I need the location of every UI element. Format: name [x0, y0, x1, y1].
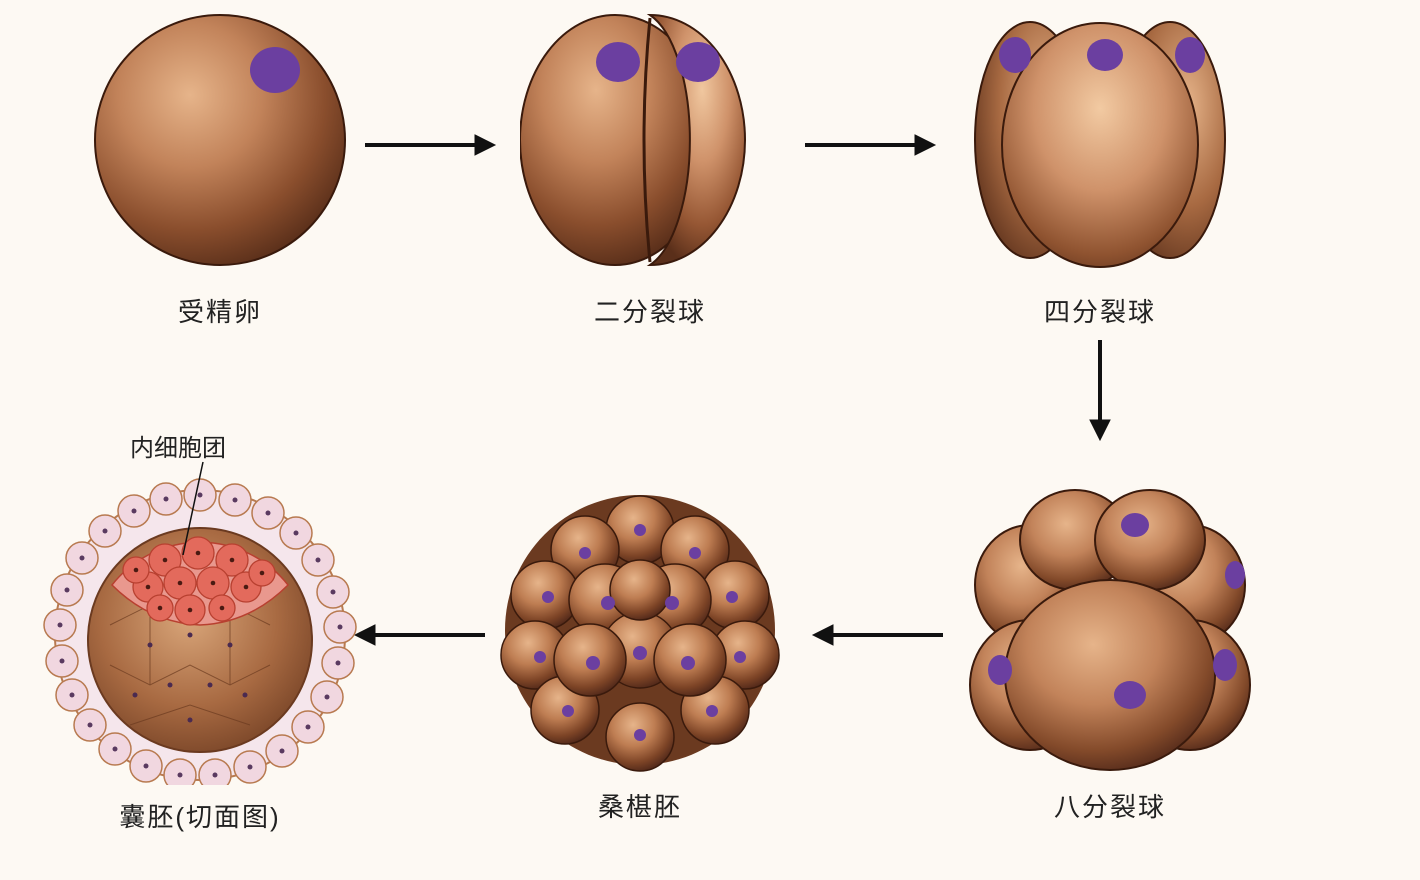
- blastocyst-label: 囊胚(切面图): [40, 797, 360, 834]
- inner-cell-mass-annotation: 内细胞团: [130, 428, 226, 463]
- four-cell-illustration: [970, 0, 1230, 280]
- arrow-2: [800, 130, 940, 160]
- arrow-4: [808, 620, 948, 650]
- zygote-illustration: [90, 0, 350, 280]
- zygote-label: 受精卵: [90, 292, 350, 329]
- arrow-5: [350, 620, 490, 650]
- two-cell-label: 二分裂球: [520, 292, 780, 329]
- stage-four-cell: 四分裂球: [970, 0, 1230, 329]
- stage-zygote: 受精卵: [90, 0, 350, 329]
- morula-illustration: [490, 475, 790, 775]
- eight-cell-label: 八分裂球: [960, 787, 1260, 824]
- stage-morula: 桑椹胚: [490, 475, 790, 824]
- stage-eight-cell: 八分裂球: [960, 475, 1260, 824]
- two-cell-illustration: [520, 0, 780, 280]
- annotation-leader: [175, 460, 225, 560]
- arrow-1: [360, 130, 500, 160]
- stage-two-cell: 二分裂球: [520, 0, 780, 329]
- arrow-3: [1085, 335, 1115, 445]
- four-cell-label: 四分裂球: [970, 292, 1230, 329]
- eight-cell-illustration: [960, 475, 1260, 775]
- morula-label: 桑椹胚: [490, 787, 790, 824]
